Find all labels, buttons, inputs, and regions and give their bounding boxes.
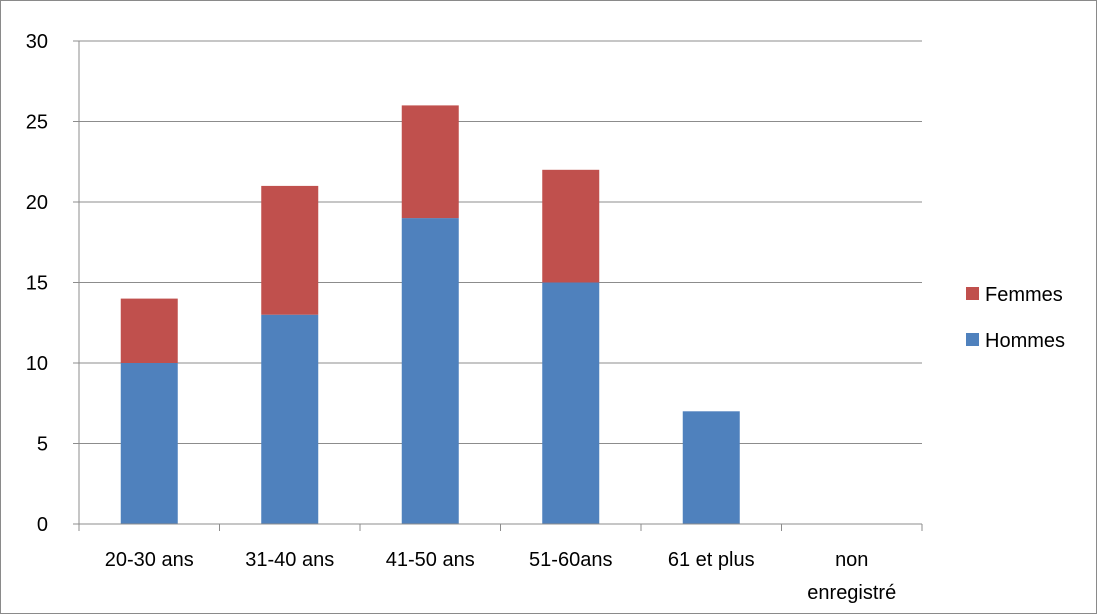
bar-femmes-20-30-ans [120, 298, 178, 363]
bar-hommes-51-60ans [542, 282, 600, 524]
x-tick-label-31-40-ans: 31-40 ans [245, 549, 334, 571]
y-tick-label-25: 25 [26, 112, 48, 134]
gridlines [79, 40, 922, 444]
x-tick-label-non-enregistr-line-0: non [835, 549, 868, 571]
y-tick-label-15: 15 [26, 273, 48, 295]
bar-femmes-41-50-ans [401, 105, 459, 219]
y-tick-label-10: 10 [26, 353, 48, 375]
bar-hommes-41-50-ans [401, 218, 459, 524]
x-tick-label-non-enregistr-line-1: enregistré [807, 582, 896, 604]
y-tick-label-30: 30 [26, 31, 48, 53]
legend-swatch-femmes [966, 287, 979, 300]
y-tick-label-20: 20 [26, 192, 48, 214]
y-tick-label-5: 5 [37, 434, 48, 456]
legend: Femmes Hommes [966, 284, 1065, 352]
bar-hommes-20-30-ans [120, 363, 178, 524]
bar-femmes-51-60ans [542, 169, 600, 283]
bar-hommes-61-et-plus [682, 411, 740, 524]
tick-labels: 0 5 10 15 20 25 30 20-30 ans 31-40 ans 41-50 ans 5… [26, 31, 896, 604]
x-tick-label-41-50-ans: 41-50 ans [386, 549, 475, 571]
y-tick-label-0: 0 [37, 514, 48, 536]
x-tick-label-20-30-ans: 20-30 ans [105, 549, 194, 571]
bar-hommes-31-40-ans [261, 314, 319, 524]
legend-swatch-hommes [966, 333, 979, 346]
x-tick-label-51-60ans: 51-60ans [529, 549, 612, 571]
legend-label-femmes: Femmes [985, 284, 1063, 306]
axes [73, 40, 923, 531]
bar-femmes-31-40-ans [261, 185, 319, 315]
bars [120, 105, 740, 524]
legend-label-hommes: Hommes [985, 330, 1065, 352]
x-tick-label-61-et-plus: 61 et plus [668, 549, 755, 571]
